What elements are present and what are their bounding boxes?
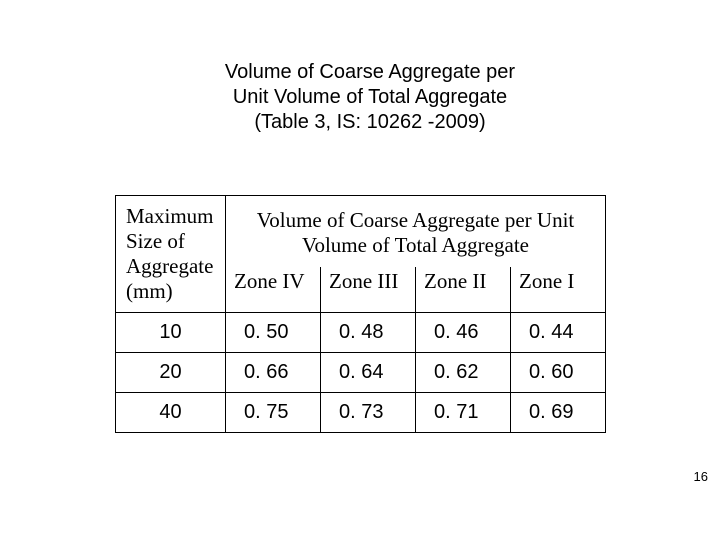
value-cell: 0. 69 [511, 393, 606, 433]
title-line-2: Unit Volume of Total Aggregate [233, 86, 507, 108]
value-cell: 0. 62 [416, 353, 511, 393]
page-title: Volume of Coarse Aggregate per Unit Volu… [210, 60, 530, 135]
value-cell: 0. 48 [321, 313, 416, 353]
aggregate-table: Maximum Size of Aggregate (mm) Volume of… [115, 195, 605, 433]
row-header-cell: Maximum Size of Aggregate (mm) [116, 196, 226, 313]
value-cell: 0. 66 [226, 353, 321, 393]
super-header-line-1: Volume of Coarse Aggregate per Unit [257, 208, 574, 232]
value-cell: 0. 75 [226, 393, 321, 433]
title-line-3: (Table 3, IS: 10262 -2009) [254, 111, 485, 133]
page-number: 16 [694, 469, 708, 484]
table-row: 40 0. 75 0. 73 0. 71 0. 69 [116, 393, 606, 433]
size-cell: 40 [116, 393, 226, 433]
value-cell: 0. 50 [226, 313, 321, 353]
super-header-line-2: Volume of Total Aggregate [302, 233, 529, 257]
size-cell: 20 [116, 353, 226, 393]
value-cell: 0. 44 [511, 313, 606, 353]
table-row: 10 0. 50 0. 48 0. 46 0. 44 [116, 313, 606, 353]
value-cell: 0. 71 [416, 393, 511, 433]
zone-header-1: Zone I [511, 267, 606, 313]
table-row: 20 0. 66 0. 64 0. 62 0. 60 [116, 353, 606, 393]
zone-header-3: Zone III [321, 267, 416, 313]
title-line-1: Volume of Coarse Aggregate per [225, 61, 515, 83]
value-cell: 0. 60 [511, 353, 606, 393]
value-cell: 0. 73 [321, 393, 416, 433]
super-header-cell: Volume of Coarse Aggregate per Unit Volu… [226, 196, 606, 267]
zone-header-2: Zone II [416, 267, 511, 313]
value-cell: 0. 46 [416, 313, 511, 353]
size-cell: 10 [116, 313, 226, 353]
zone-header-4: Zone IV [226, 267, 321, 313]
value-cell: 0. 64 [321, 353, 416, 393]
